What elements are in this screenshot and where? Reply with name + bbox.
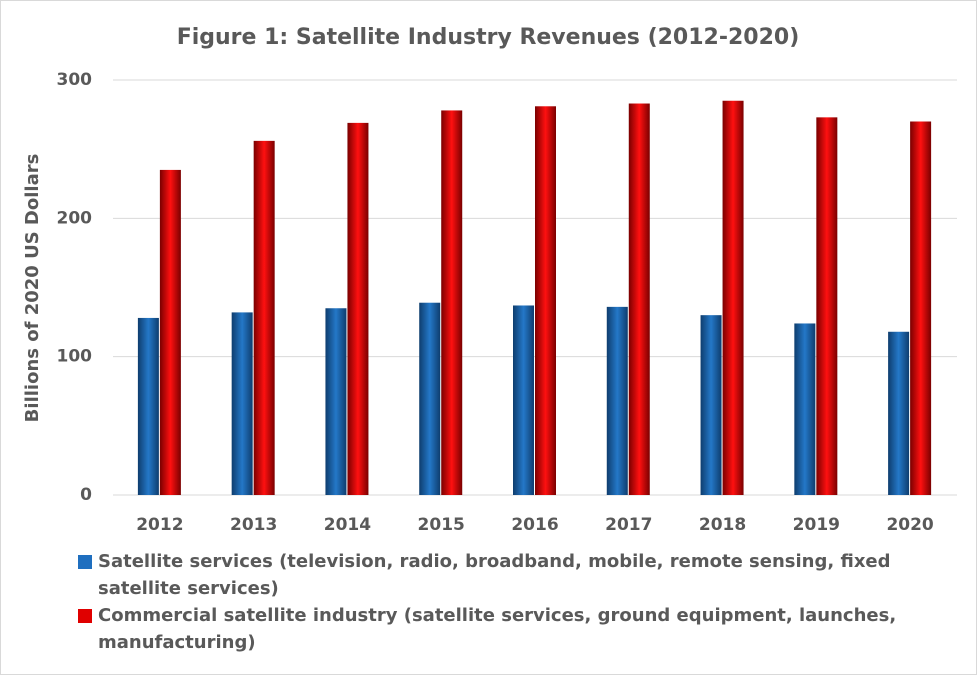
bar [794,323,816,495]
x-tick-label: 2018 [699,515,746,535]
bar [700,315,722,495]
bar [231,312,253,495]
bar [159,169,181,495]
legend-label: Commercial satellite industry (satellite… [98,605,897,653]
bar [253,140,275,495]
y-tick-label: 300 [57,70,93,90]
x-tick-label: 2017 [605,515,652,535]
legend-swatch [78,555,92,569]
x-tick-label: 2012 [136,515,183,535]
legend-entry: Satellite services (television, radio, b… [76,548,936,602]
bar [347,122,369,495]
y-tick-label: 200 [57,208,93,228]
bar [325,308,347,495]
x-tick-label: 2016 [511,515,558,535]
bar [535,106,556,496]
bar [628,103,650,496]
x-tick-label: 2019 [793,515,840,535]
legend-label: Satellite services (television, radio, b… [98,551,891,599]
bar [513,305,534,495]
legend: Satellite services (television, radio, b… [76,548,936,656]
legend-swatch [78,609,92,623]
bar [419,302,441,495]
bar [722,100,744,495]
chart-title: Figure 1: Satellite Industry Revenues (2… [177,25,800,50]
y-tick-label: 100 [57,347,93,367]
bar [441,110,463,495]
y-axis-label: Billions of 2020 US Dollars [22,154,43,423]
bar [910,121,932,495]
bar [606,306,628,495]
x-tick-label: 2013 [230,515,277,535]
bar [137,317,159,495]
bar [816,117,838,495]
bar [888,331,910,495]
x-tick-label: 2020 [886,515,933,535]
y-tick-label: 0 [80,485,92,505]
x-tick-label: 2014 [324,515,371,535]
legend-entry: Commercial satellite industry (satellite… [76,602,936,656]
x-tick-label: 2015 [418,515,465,535]
